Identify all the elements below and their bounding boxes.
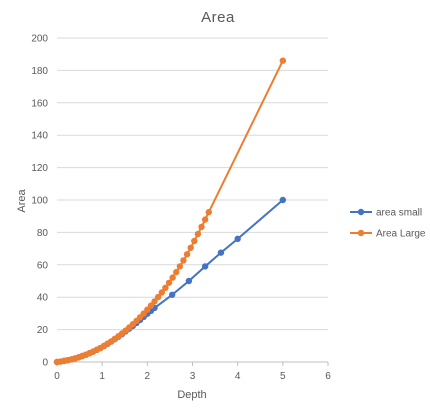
- series-layer: [53, 57, 287, 366]
- y-tick-label-200: 200: [31, 34, 48, 45]
- data-point-area-large-40: [198, 223, 205, 231]
- y-tick-label-120: 120: [31, 163, 48, 174]
- data-point-area-small-28: [168, 291, 176, 298]
- y-tick-label-0: 0: [42, 358, 48, 369]
- data-point-area-small-33: [279, 196, 287, 204]
- data-point-area-large-31: [165, 279, 173, 286]
- y-tick-label-160: 160: [31, 98, 48, 109]
- data-point-area-large-26: [147, 302, 155, 309]
- x-tick-label-2: 2: [145, 371, 151, 382]
- y-tick-label-180: 180: [31, 66, 48, 77]
- data-point-area-large-33: [173, 268, 180, 276]
- y-axis-title: Area: [16, 189, 28, 213]
- data-point-area-large-32: [169, 274, 176, 281]
- legend-marker-area-small: [357, 208, 365, 216]
- data-point-area-large-29: [158, 289, 165, 296]
- legend-label-area-small: area small: [376, 208, 422, 219]
- data-point-area-large-36: [183, 251, 191, 258]
- y-tick-label-20: 20: [37, 325, 49, 336]
- data-point-area-small-30: [201, 263, 209, 270]
- y-tick-label-40: 40: [37, 293, 49, 304]
- data-point-area-large-41: [201, 216, 209, 223]
- data-point-area-large-27: [151, 298, 158, 305]
- data-point-area-large-37: [187, 244, 194, 251]
- data-point-area-large-34: [176, 263, 184, 270]
- y-tick-label-80: 80: [37, 228, 49, 239]
- data-point-area-small-29: [185, 277, 193, 285]
- data-point-area-small-31: [217, 249, 225, 256]
- x-tick-label-0: 0: [54, 371, 60, 382]
- legend-marker-area-large: [357, 229, 365, 237]
- legend: area small Area Large: [350, 208, 426, 240]
- x-tick-label-6: 6: [325, 371, 331, 382]
- data-point-area-large-42: [205, 208, 212, 216]
- data-point-area-large-35: [180, 257, 187, 264]
- y-tick-label-60: 60: [37, 260, 49, 271]
- y-tick-label-140: 140: [31, 131, 48, 142]
- data-point-area-large-30: [162, 284, 169, 292]
- data-point-area-large-38: [191, 237, 198, 245]
- axes: 0 20 40 60 80 100 120 140 160 180 200 0 1 2 3 4 5 6: [31, 34, 331, 383]
- x-tick-label-5: 5: [280, 371, 286, 382]
- x-axis-title: Depth: [177, 389, 206, 401]
- x-tick-label-1: 1: [99, 371, 105, 382]
- grid-lines: [57, 37, 328, 331]
- data-point-area-large-28: [154, 293, 162, 301]
- data-point-area-large-43: [279, 57, 287, 64]
- x-tick-label-3: 3: [190, 371, 196, 382]
- data-point-area-large-39: [194, 230, 202, 238]
- chart-title: Area: [201, 9, 235, 26]
- legend-label-area-large: Area Large: [376, 229, 426, 240]
- y-tick-label-100: 100: [31, 196, 48, 207]
- data-point-area-small-32: [234, 235, 241, 243]
- x-tick-label-4: 4: [235, 371, 241, 382]
- series-line-area-large: [56, 60, 284, 363]
